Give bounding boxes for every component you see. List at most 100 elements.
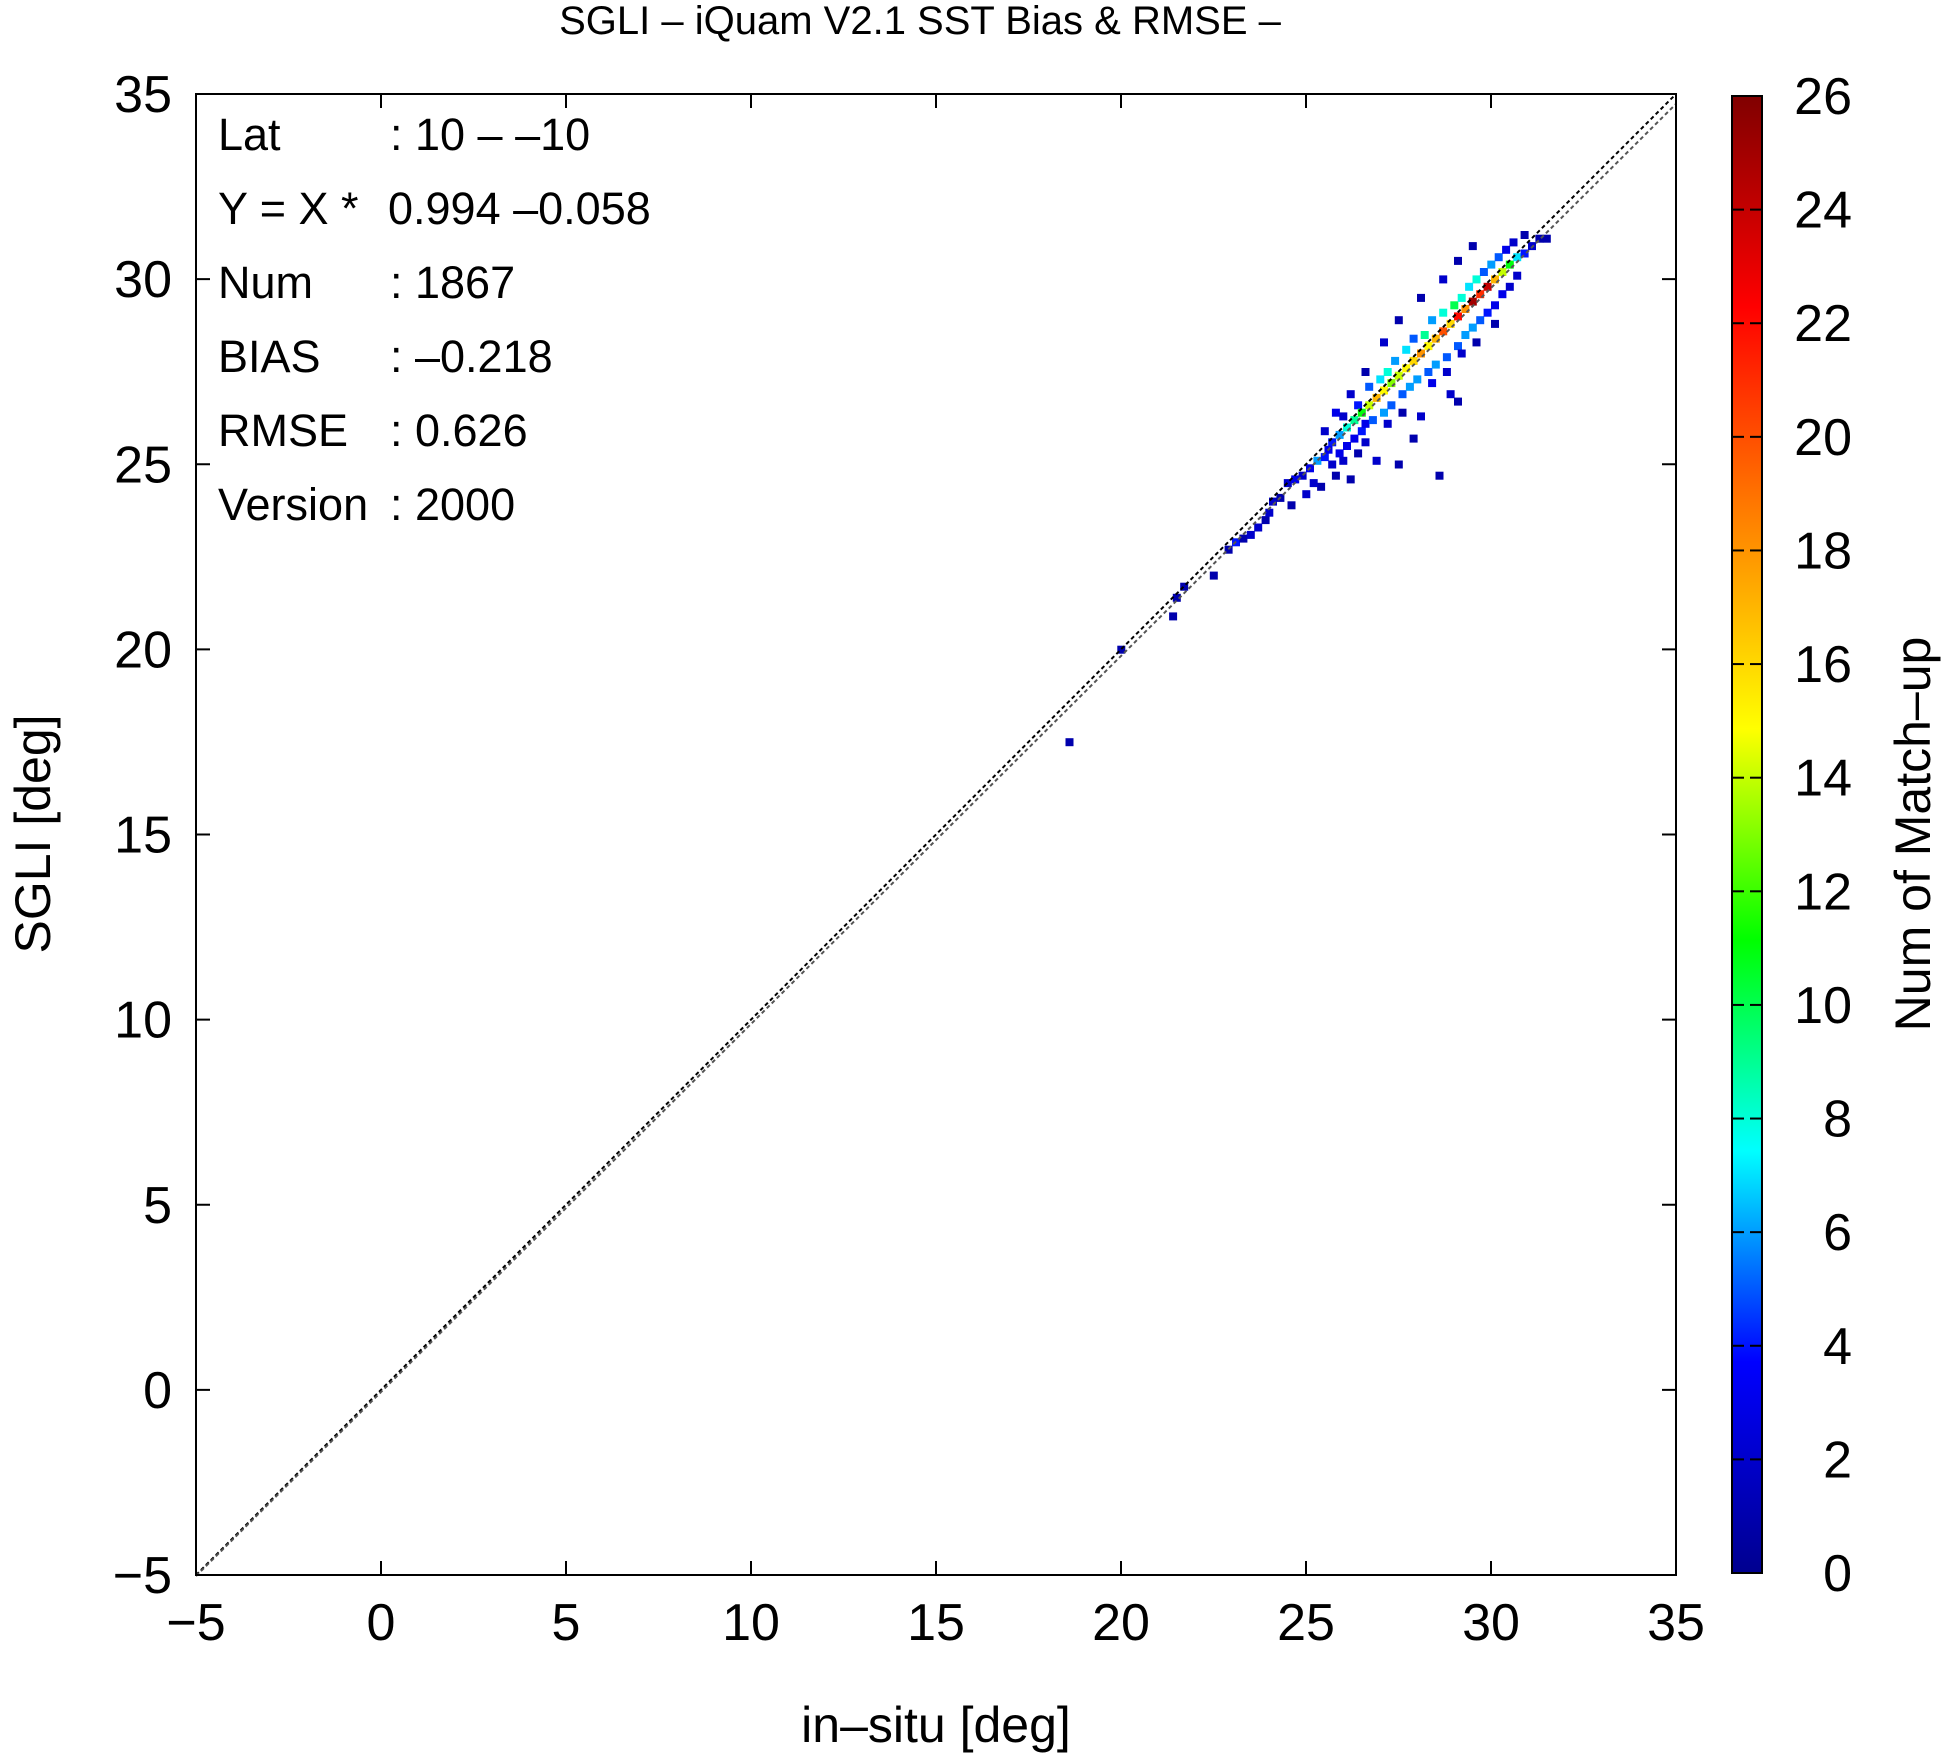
stats-key: BIAS: [218, 331, 321, 382]
heatmap-cell: [1420, 331, 1429, 339]
heatmap-cell: [1169, 612, 1178, 621]
heatmap-cell: [1442, 368, 1451, 376]
heatmap-cell: [1431, 360, 1440, 369]
fit-line: [195, 103, 1677, 1577]
x-tick-label: −5: [166, 1594, 225, 1652]
heatmap-cell: [1402, 364, 1411, 373]
heatmap-cell: [1328, 460, 1337, 469]
heatmap-cell: [1472, 275, 1481, 284]
heatmap-cell: [1439, 275, 1448, 284]
heatmap-cell: [1335, 430, 1344, 439]
heatmap-cell: [1454, 256, 1462, 265]
heatmap-cell: [1309, 479, 1318, 488]
heatmap-cell: [1457, 349, 1466, 358]
heatmap-cell: [1513, 253, 1522, 262]
heatmap-cell: [1317, 482, 1326, 491]
heatmap-cell: [1291, 475, 1300, 484]
heatmap-cell: [1239, 534, 1248, 543]
y-tick-label: 5: [143, 1177, 172, 1235]
heatmap-cell: [1505, 282, 1514, 291]
heatmap-cell: [1502, 245, 1511, 254]
heatmap-cell: [1491, 319, 1499, 328]
heatmap-cell: [1450, 301, 1459, 310]
heatmap-cell: [1454, 342, 1462, 351]
one-to-one-line: [195, 93, 1677, 1576]
heatmap-cell: [1417, 412, 1425, 421]
y-tick-label: 0: [143, 1362, 172, 1420]
heatmap-cell: [1505, 260, 1514, 269]
heatmap-cell: [1428, 379, 1437, 388]
x-tick-label: 15: [907, 1594, 965, 1652]
heatmap-cell: [1520, 249, 1529, 258]
heatmap-cell: [1180, 582, 1189, 591]
colorbar-tick-label: 14: [1794, 750, 1852, 808]
heatmap-cell: [1346, 475, 1355, 484]
chart-title: SGLI – iQuam V2.1 SST Bias & RMSE –: [559, 0, 1282, 43]
x-tick-label: 0: [367, 1594, 396, 1652]
heatmap-cell: [1398, 408, 1407, 417]
heatmap-cell: [1246, 530, 1255, 539]
heatmap-cell: [1361, 368, 1370, 376]
colorbar-tick-label: 20: [1794, 409, 1852, 467]
heatmap-cell: [1446, 319, 1455, 328]
heatmap-cell: [1387, 379, 1396, 388]
x-tick-label: 35: [1647, 1594, 1705, 1652]
x-tick-label: 30: [1462, 1594, 1520, 1652]
colorbar-tick-label: 26: [1794, 68, 1852, 126]
heatmap-cell: [1509, 238, 1518, 247]
heatmap-cell: [1446, 390, 1455, 399]
y-tick-label: 20: [114, 621, 172, 679]
heatmap-cell: [1380, 408, 1388, 417]
heatmap-cell: [1254, 523, 1263, 532]
heatmap-cell: [1424, 368, 1433, 376]
heatmap-cell: [1542, 234, 1551, 243]
heatmap-cell: [1339, 412, 1348, 421]
colorbar-tick-label: 6: [1823, 1204, 1852, 1262]
heatmap-cell: [1320, 427, 1329, 436]
heatmap-cell: [1417, 293, 1425, 302]
colorbar-tick-label: 24: [1794, 182, 1852, 240]
heatmap-cell: [1343, 423, 1351, 432]
heatmap-cell: [1335, 449, 1344, 458]
heatmap-cell: [1483, 308, 1492, 317]
heatmap-cell: [1465, 282, 1474, 291]
heatmap-cell: [1461, 331, 1470, 339]
stats-key: Version: [218, 479, 368, 530]
heatmap-cell: [1387, 401, 1396, 410]
heatmap-cell: [1313, 456, 1322, 465]
x-axis-label: in–situ [deg]: [801, 1697, 1071, 1753]
stats-value: : 0.626: [390, 405, 528, 456]
heatmap-cell: [1269, 497, 1277, 506]
heatmap-cell: [1394, 316, 1403, 325]
heatmap-cell: [1417, 349, 1425, 358]
heatmap-cell: [1261, 516, 1270, 525]
heatmap-cell: [1283, 479, 1292, 488]
heatmap-cell: [1357, 427, 1366, 436]
colorbar-tick-label: 18: [1794, 522, 1852, 580]
heatmap-cell: [1350, 416, 1359, 425]
heatmap-cell: [1405, 382, 1414, 391]
x-tick-label: 25: [1277, 1594, 1335, 1652]
heatmap-cell: [1383, 368, 1392, 376]
heatmap-cell: [1368, 416, 1377, 425]
colorbar-tick-label: 2: [1823, 1431, 1852, 1489]
heatmap-cell: [1468, 297, 1477, 306]
heatmap-cell: [1331, 471, 1340, 480]
heatmap-cells: [1065, 231, 1551, 747]
colorbar-tick-label: 22: [1794, 295, 1852, 353]
stats-value: : 10 – –10: [390, 109, 590, 160]
heatmap-cell: [1435, 471, 1444, 480]
heatmap-cell: [1476, 290, 1485, 299]
heatmap-cell: [1468, 242, 1477, 251]
heatmap-cell: [1365, 401, 1374, 410]
heatmap-cell: [1428, 316, 1437, 325]
heatmap-cell: [1302, 490, 1311, 499]
heatmap-cell: [1413, 375, 1422, 384]
heatmap-cell: [1424, 342, 1433, 351]
heatmap-cell: [1172, 593, 1181, 602]
heatmap-cell: [1328, 438, 1337, 447]
heatmap-cell: [1454, 312, 1462, 321]
heatmap-cell: [1117, 645, 1126, 654]
